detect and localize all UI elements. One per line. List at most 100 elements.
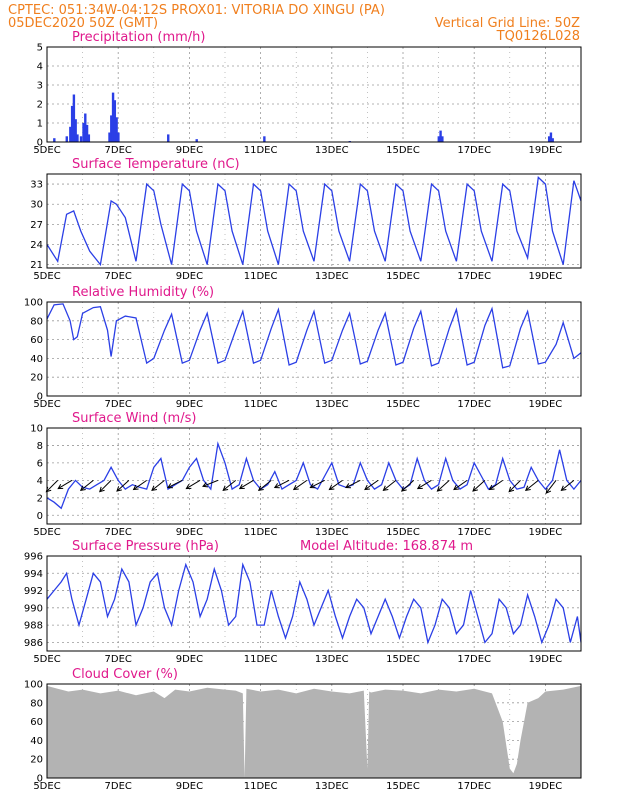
cloud-panel: 0 20 40 60 80 100 5DEC 7DEC 9DEC 11DEC 13DEC 15DEC 1… [24, 667, 582, 792]
pressure-line [46, 562, 582, 645]
precipitation-bar [69, 126, 72, 142]
humidity-ytick-label: 40 [30, 354, 43, 365]
cloud-ytick-label: 20 [30, 755, 43, 766]
precipitation-xtick-label: 19DEC [529, 145, 563, 156]
header: CPTEC: 051:34W-04:12S PROX01: VITORIA DO… [8, 3, 580, 44]
wind-vector [238, 479, 254, 490]
wind-xtick-label: 13DEC [315, 527, 349, 538]
precipitation-frame [46, 46, 582, 143]
wind-xtick-label: 15DEC [386, 527, 420, 538]
humidity-ytick-label: 60 [30, 335, 43, 346]
wind-vector [167, 479, 183, 489]
pressure-xtick-label: 13DEC [315, 654, 349, 665]
temperature-xtick-label: 5DEC [33, 271, 60, 282]
pressure-ytick-label: 996 [24, 552, 43, 563]
pressure-xtick-label: 17DEC [457, 654, 491, 665]
cloud-xtick-label: 19DEC [529, 781, 563, 792]
humidity-xtick-label: 11DEC [244, 399, 278, 410]
wind-vector [222, 479, 236, 492]
wind-ytick-label: 6 [37, 458, 43, 469]
header-model: TQ0126L028 [496, 29, 580, 44]
precipitation-bar [117, 132, 120, 142]
wind-vector [45, 480, 59, 493]
humidity-xtick-label: 13DEC [315, 399, 349, 410]
wind-vector [151, 479, 165, 492]
wind-vector [488, 479, 503, 491]
precipitation-bar [551, 138, 554, 142]
wind-vector [57, 479, 73, 490]
humidity-xtick-label: 9DEC [176, 399, 203, 410]
wind-vector [185, 479, 201, 490]
wind-vector [560, 479, 575, 492]
precipitation-xtick-label: 17DEC [457, 145, 491, 156]
pressure-xtick-label: 5DEC [33, 654, 60, 665]
precipitation-bar [85, 124, 89, 142]
wind-vector [364, 479, 379, 491]
wind-panel: 0 2 4 6 8 10 5DEC 7DEC 9DEC 11DEC 13DEC 15DEC 17DEC 1… [30, 411, 582, 538]
wind-vector [309, 479, 325, 489]
header-grid-line: Vertical Grid Line: 50Z [435, 16, 580, 31]
wind-vector [257, 479, 272, 492]
cloud-xtick-label: 7DEC [105, 781, 132, 792]
pressure-subtitle: Model Altitude: 168.874 m [300, 539, 473, 554]
humidity-xtick-label: 17DEC [457, 399, 491, 410]
humidity-title: Relative Humidity (%) [72, 285, 214, 300]
pressure-xtick-label: 19DEC [529, 654, 563, 665]
humidity-xtick-label: 19DEC [529, 399, 563, 410]
cloud-ytick-label: 80 [30, 698, 43, 709]
temperature-ytick-label: 27 [30, 220, 43, 231]
precipitation-ytick-label: 0 [37, 138, 43, 149]
precipitation-xtick-label: 5DEC [33, 145, 60, 156]
wind-vector [273, 479, 290, 489]
pressure-title: Surface Pressure (hPa) [72, 539, 219, 554]
precipitation-bar [72, 94, 76, 142]
cloud-frame [46, 683, 582, 779]
humidity-xtick-label: 7DEC [105, 399, 132, 410]
temperature-xtick-label: 19DEC [529, 271, 563, 282]
wind-vector [382, 479, 397, 492]
wind-vector [545, 480, 557, 494]
wind-xtick-label: 9DEC [176, 527, 203, 538]
precipitation-bar [441, 136, 444, 142]
wind-line [46, 441, 582, 510]
pressure-frame [46, 555, 582, 652]
wind-vector [116, 479, 130, 492]
pressure-xtick-label: 7DEC [105, 654, 132, 665]
precipitation-bar [111, 92, 115, 142]
humidity-xtick-label: 5DEC [33, 399, 60, 410]
precipitation-xtick-label: 9DEC [176, 145, 203, 156]
humidity-ytick-label: 20 [30, 373, 43, 384]
humidity-frame [46, 301, 582, 397]
wind-title: Surface Wind (m/s) [72, 411, 196, 426]
cloud-xtick-label: 9DEC [176, 781, 203, 792]
pressure-ytick-label: 992 [24, 586, 43, 597]
cloud-xtick-label: 5DEC [33, 781, 60, 792]
precipitation-bar [437, 136, 440, 142]
precipitation-xtick-label: 7DEC [105, 145, 132, 156]
wind-vector [99, 480, 112, 493]
cloud-ytick-label: 0 [37, 774, 43, 785]
wind-vector [436, 479, 450, 492]
temperature-xtick-label: 9DEC [176, 271, 203, 282]
precipitation-bar [82, 123, 85, 142]
temperature-ytick-label: 33 [30, 180, 43, 191]
wind-vector [292, 479, 308, 491]
cloud-xtick-label: 13DEC [315, 781, 349, 792]
precipitation-bar [113, 100, 117, 142]
humidity-xtick-label: 15DEC [386, 399, 420, 410]
wind-xtick-label: 7DEC [105, 527, 132, 538]
cloud-ytick-label: 40 [30, 736, 43, 747]
precipitation-xtick-label: 15DEC [386, 145, 420, 156]
precipitation-bar [74, 119, 77, 142]
panels: 0 1 2 3 4 5 5DEC 7DEC 9DEC 11DEC 13DEC 15DEC 17DEC 19… [24, 30, 582, 792]
humidity-ytick-label: 100 [24, 298, 43, 309]
wind-vector [345, 479, 361, 489]
precipitation-bar [84, 113, 87, 142]
precipitation-bar [53, 138, 56, 142]
wind-xtick-label: 19DEC [529, 527, 563, 538]
header-location: CPTEC: 051:34W-04:12S PROX01: VITORIA DO… [8, 3, 385, 18]
wind-ytick-label: 2 [37, 493, 43, 504]
precipitation-xtick-label: 11DEC [244, 145, 278, 156]
precipitation-panel: 0 1 2 3 4 5 5DEC 7DEC 9DEC 11DEC 13DEC 15DEC 17DEC 19… [33, 30, 582, 156]
wind-ytick-label: 4 [37, 476, 43, 487]
